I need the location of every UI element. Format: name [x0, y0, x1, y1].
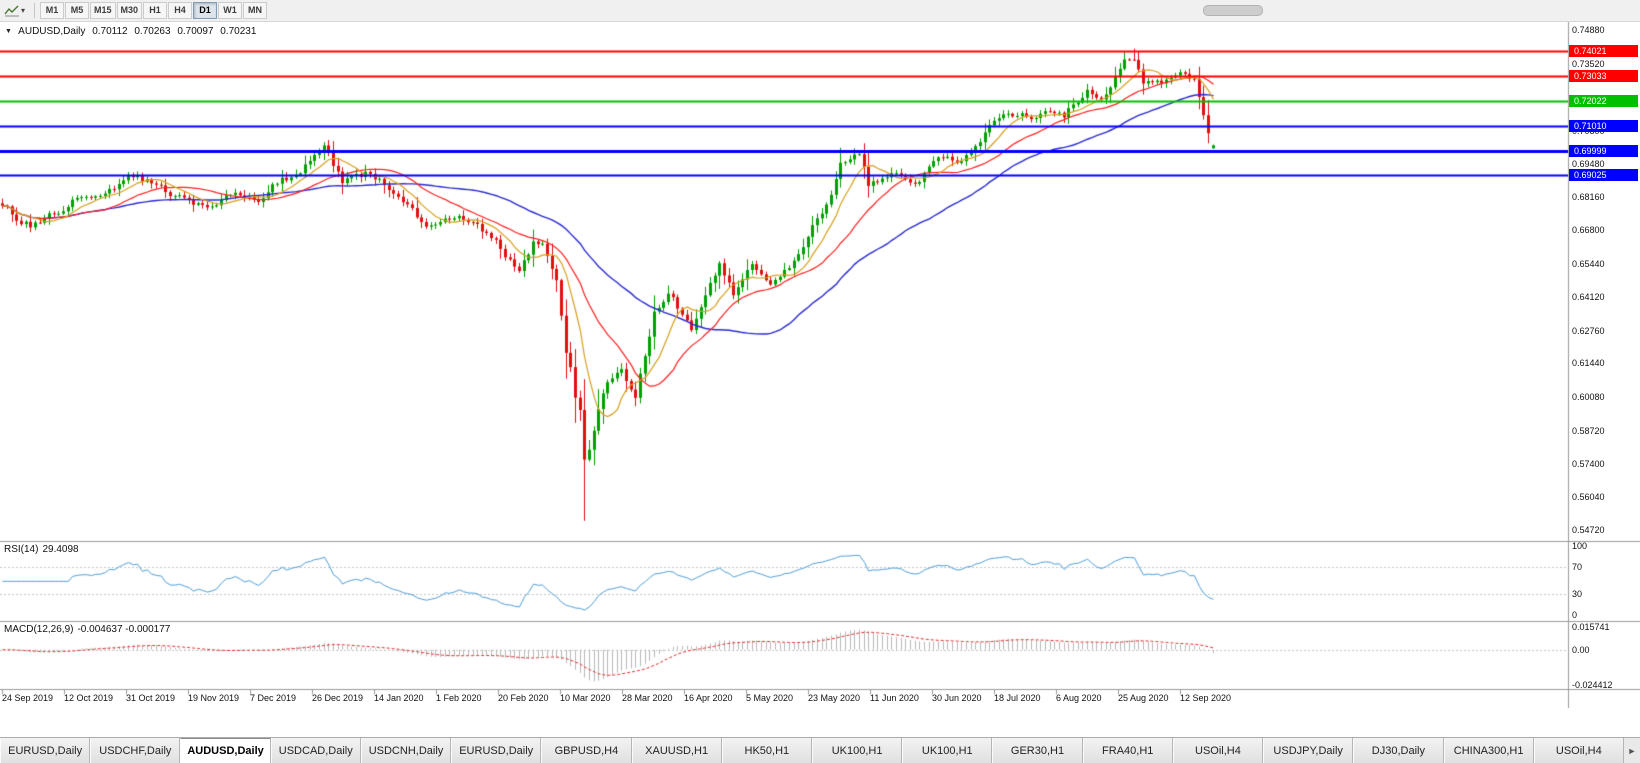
ohlc-open: 0.70112 [92, 26, 128, 37]
chart-tab-usoil-h4[interactable]: USOil,H4 [1533, 738, 1624, 763]
chart-tab-eurusd-daily[interactable]: EURUSD,Daily [451, 738, 542, 763]
chart-hscroll-thumb[interactable] [1203, 5, 1263, 16]
timeframe-button-h4[interactable]: H4 [168, 2, 193, 19]
hline-price-tag[interactable]: 0.73033 [1569, 70, 1638, 82]
rsi-name: RSI(14) [4, 544, 39, 555]
timeframe-button-mn[interactable]: MN [243, 2, 268, 19]
rsi-value: 29.4098 [42, 544, 79, 555]
chart-tab-dj30-daily[interactable]: DJ30,Daily [1353, 738, 1444, 763]
toolbar-separator [34, 3, 36, 18]
chart-menu-group: ▾ [4, 4, 27, 18]
chart-tab-usdcad-daily[interactable]: USDCAD,Daily [270, 738, 361, 763]
macd-values: -0.004637 -0.000177 [77, 624, 171, 635]
timeframe-button-w1[interactable]: W1 [218, 2, 243, 19]
chart-tab-hk50-h1[interactable]: HK50,H1 [721, 738, 812, 763]
chart-tab-usdcnh-daily[interactable]: USDCNH,Daily [360, 738, 452, 763]
chart-expand-triangle-icon[interactable]: ▼ [5, 28, 12, 35]
chart-tab-china300-h1[interactable]: CHINA300,H1 [1443, 738, 1534, 763]
chart-tab-ger30-h1[interactable]: GER30,H1 [992, 738, 1083, 763]
chart-tab-uk100-h1[interactable]: UK100,H1 [811, 738, 903, 763]
chart-tab-usdjpy-daily[interactable]: USDJPY,Daily [1263, 738, 1354, 763]
timeframe-button-m30[interactable]: M30 [116, 2, 143, 19]
chart-type-icon[interactable] [4, 4, 20, 18]
timeframe-button-m5[interactable]: M5 [65, 2, 90, 19]
chart-ohlc-header: ▼ AUDUSD,Daily 0.70112 0.70263 0.70097 0… [5, 26, 260, 37]
chart-area[interactable]: ▼ AUDUSD,Daily 0.70112 0.70263 0.70097 0… [0, 22, 1640, 737]
chart-tab-gbpusd-h4[interactable]: GBPUSD,H4 [541, 738, 632, 763]
macd-name: MACD(12,26,9) [4, 624, 74, 635]
chart-tab-xauusd-h1[interactable]: XAUUSD,H1 [631, 738, 722, 763]
chart-tab-uk100-h1[interactable]: UK100,H1 [902, 738, 993, 763]
tab-scroll-right-icon[interactable]: ► [1627, 745, 1637, 756]
timeframe-toolbar: ▾ M1 M5 M15 M30 H1 H4 D1 W1 MN [0, 0, 1640, 22]
chart-tab-eurusd-daily[interactable]: EURUSD,Daily [0, 738, 91, 763]
timeframe-button-m1[interactable]: M1 [40, 2, 65, 19]
chart-tab-fra40-h1[interactable]: FRA40,H1 [1082, 738, 1173, 763]
chart-tab-usdchf-daily[interactable]: USDCHF,Daily [90, 738, 181, 763]
timeframe-button-h1[interactable]: H1 [143, 2, 168, 19]
hline-price-tag[interactable]: 0.74021 [1569, 45, 1638, 57]
macd-indicator-label: MACD(12,26,9) -0.004637 -0.000177 [4, 624, 174, 635]
hline-price-tag[interactable]: 0.69025 [1569, 169, 1638, 181]
hline-price-tag[interactable]: 0.69999 [1569, 145, 1638, 157]
chart-tabs: EURUSD,Daily USDCHF,Daily AUDUSD,Daily USDC… [0, 738, 1624, 763]
chart-tab-bar: EURUSD,Daily USDCHF,Daily AUDUSD,Daily USDC… [0, 737, 1640, 763]
chart-symbol-period: AUDUSD,Daily [18, 26, 86, 37]
hline-price-tag[interactable]: 0.71010 [1569, 120, 1638, 132]
ohlc-high: 0.70263 [134, 26, 171, 37]
chart-tab-audusd-daily[interactable]: AUDUSD,Daily [180, 738, 271, 763]
timeframe-button-d1[interactable]: D1 [193, 2, 218, 19]
chart-type-dropdown-icon[interactable]: ▾ [21, 6, 26, 15]
rsi-indicator-label: RSI(14) 29.4098 [4, 544, 83, 555]
hline-price-tag[interactable]: 0.72022 [1569, 95, 1638, 107]
timeframe-buttons: M1 M5 M15 M30 H1 H4 D1 W1 MN [40, 2, 268, 19]
chart-tab-usoil-h4[interactable]: USOil,H4 [1172, 738, 1264, 763]
ohlc-close: 0.70231 [220, 26, 257, 37]
ohlc-low: 0.70097 [177, 26, 214, 37]
price-chart-canvas[interactable] [0, 22, 1640, 737]
timeframe-button-m15[interactable]: M15 [90, 2, 116, 19]
